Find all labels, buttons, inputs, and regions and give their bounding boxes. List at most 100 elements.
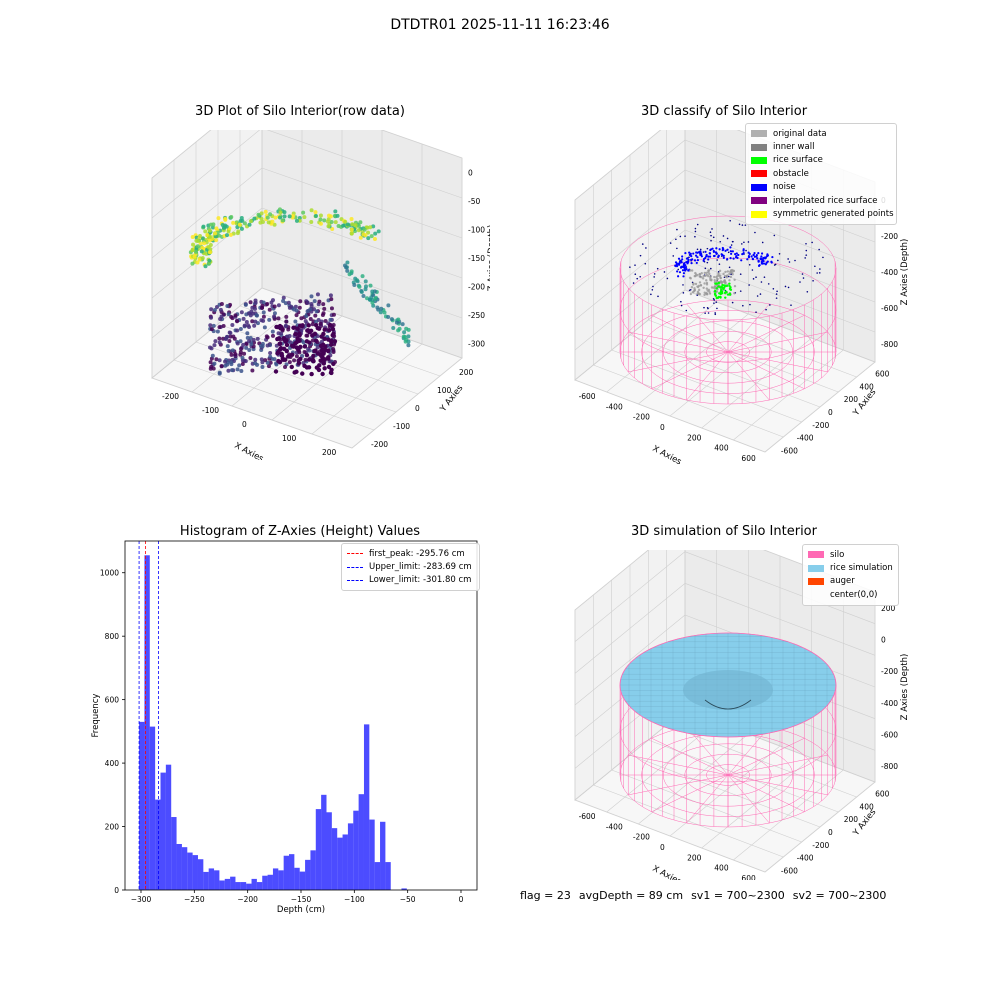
data-point [694,274,697,278]
data-point [757,252,760,255]
data-point [763,276,766,278]
y-tick-label: 800 [105,632,120,641]
data-point [284,319,289,324]
data-point [331,312,336,317]
data-point [197,257,202,262]
data-point [757,260,760,263]
data-point [687,258,690,262]
data-point [353,276,358,281]
data-point [326,337,331,342]
data-point [317,299,322,304]
data-point [331,323,336,328]
data-point [639,275,642,278]
data-point [213,339,218,344]
data-point [195,260,200,265]
data-point [274,362,279,367]
data-point [321,311,326,316]
data-point [680,261,683,264]
histogram-bar [165,764,172,890]
data-point [391,325,396,330]
data-point [702,286,705,289]
data-point [681,255,684,258]
data-point [720,290,724,293]
z-tick-label: -250 [468,311,485,320]
data-point [207,228,212,233]
data-point [718,263,721,265]
floor-spoke [686,303,729,353]
data-point [211,222,216,227]
data-point [406,334,411,339]
legend-label: rice surface [773,155,823,166]
histogram-bar [278,870,284,890]
data-point [304,314,309,319]
data-point [240,362,245,367]
data-point [731,250,734,253]
data-point [211,366,216,371]
data-point [217,340,222,345]
data-point [235,341,240,346]
data-point [321,342,326,347]
data-point [756,295,759,297]
data-point [760,281,763,283]
data-point [358,235,363,240]
data-point [690,285,694,289]
data-point [349,217,354,222]
data-point [264,334,269,339]
grid-line [271,329,383,421]
data-point [333,220,338,225]
data-point [361,293,366,298]
status-footer: flag = 23 avgDepth = 89 cm sv1 = 700~2300 s… [520,889,894,902]
y-tick-label: 0 [828,828,833,837]
data-point [290,343,295,349]
data-point [754,231,756,234]
z-tick-label: 200 [881,604,896,613]
data-point [304,365,310,370]
data-point [319,334,324,339]
data-point [238,352,243,357]
data-point [350,222,355,227]
data-point [291,325,296,330]
legend-label: auger [830,576,855,587]
data-point [752,278,755,280]
silo-wireframe [619,215,837,405]
data-point [696,256,699,259]
data-point [690,262,693,265]
grid-line [151,287,263,379]
data-point [708,252,712,255]
data-point [297,215,302,220]
data-point [311,307,316,312]
data-point [738,223,741,226]
data-point [775,293,778,295]
original-points [688,268,737,297]
grid-line [151,130,212,179]
data-point [311,353,316,359]
y-tick-label: 0 [114,886,119,895]
data-point [314,309,319,314]
floor-spoke [727,726,770,776]
data-point [723,281,727,284]
simulation-3d-plot: -600-400-2000200400600-600-400-200020040… [574,550,910,880]
data-point [705,291,708,295]
data-point [694,227,697,230]
histogram-bar [203,871,209,890]
z-tick-label: 0 [468,168,473,177]
data-point [676,270,679,273]
x-tick-label: 600 [741,454,756,463]
data-point [726,293,730,296]
data-point [313,319,318,324]
data-point [816,272,818,274]
data-point [714,313,717,316]
data-point [283,357,288,362]
data-point [356,228,361,233]
data-point [406,339,411,344]
histogram-bar [331,828,338,890]
data-point [328,342,334,347]
data-point [360,274,365,279]
data-point [313,338,319,343]
data-point [209,307,214,312]
data-point [214,226,219,231]
data-point [711,228,713,230]
data-point [775,297,778,299]
data-point [229,215,234,220]
data-point [230,322,235,327]
